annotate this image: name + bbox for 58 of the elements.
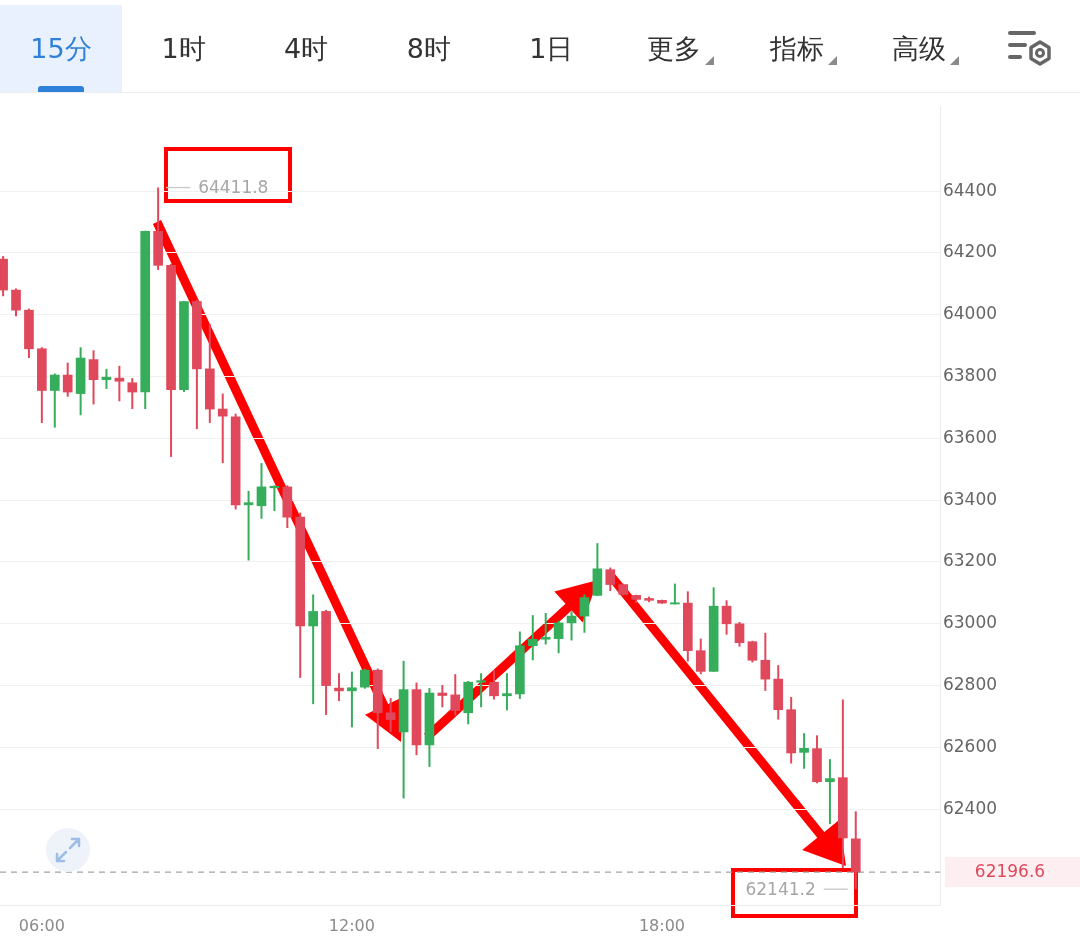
y-tick-label: 63600: [942, 426, 998, 447]
candlestick: [62, 361, 73, 398]
y-tick-label: 62400: [942, 797, 998, 818]
candlestick: [450, 673, 461, 717]
tab[interactable]: 4时: [245, 5, 368, 92]
candlestick: [670, 582, 680, 606]
settings-icon[interactable]: [1008, 28, 1052, 66]
candlestick: [605, 566, 616, 593]
candlestick: [217, 392, 228, 465]
candlestick: [256, 462, 267, 520]
x-tick-label: 12:00: [328, 915, 375, 935]
candlestick: [334, 672, 344, 703]
candlestick: [385, 696, 396, 733]
tab[interactable]: 1时: [122, 5, 245, 92]
candlestick: [11, 287, 21, 318]
y-tick-label: 64400: [942, 179, 998, 200]
y-tick-label: 63800: [942, 365, 998, 386]
y-tick-label: 63000: [942, 612, 998, 633]
y-tick-label: 64000: [942, 303, 998, 324]
candlestick: [540, 611, 551, 646]
annotation: 62141.2: [745, 878, 816, 899]
candlestick: [553, 619, 564, 655]
candlestick: [243, 489, 254, 562]
tab[interactable]: 高级: [858, 5, 981, 92]
candlestick: [799, 732, 809, 770]
candlestick: [308, 593, 318, 706]
candlestick: [721, 599, 732, 636]
y-tick-label: 64200: [942, 241, 998, 262]
y-tick-label: 62600: [942, 735, 998, 756]
candlestick: [502, 672, 512, 712]
candlestick: [88, 349, 99, 406]
candlestick: [347, 670, 357, 729]
candlestick: [49, 372, 60, 429]
tab[interactable]: 指标: [735, 5, 858, 92]
candlestick: [579, 593, 590, 634]
candlestick: [114, 364, 125, 403]
x-tick-label: 06:00: [18, 915, 65, 935]
tab[interactable]: 更多: [613, 5, 735, 92]
candlestick: [360, 667, 370, 690]
tab[interactable]: 8时: [367, 5, 490, 92]
x-tick-label: 18:00: [638, 915, 686, 935]
candlestick: [760, 631, 771, 692]
candlestick: [734, 620, 745, 648]
candlestick: [489, 669, 499, 701]
y-tick-label: 63200: [942, 550, 998, 571]
candlestick: [127, 377, 138, 411]
candlestick: [695, 637, 706, 676]
y-tick-label: 62800: [942, 674, 998, 695]
candlestick: [476, 672, 486, 709]
candlestick: [527, 614, 538, 662]
y-tick-label: 63400: [942, 488, 998, 509]
annotation: 64411.8: [198, 176, 269, 197]
ref-line-label: 62196.6: [974, 861, 1046, 882]
candlestick: [437, 683, 448, 709]
candlestick: [825, 758, 835, 826]
tab[interactable]: 1日: [490, 5, 613, 92]
candlestick: [101, 367, 112, 390]
tab[interactable]: 15分: [0, 5, 122, 92]
